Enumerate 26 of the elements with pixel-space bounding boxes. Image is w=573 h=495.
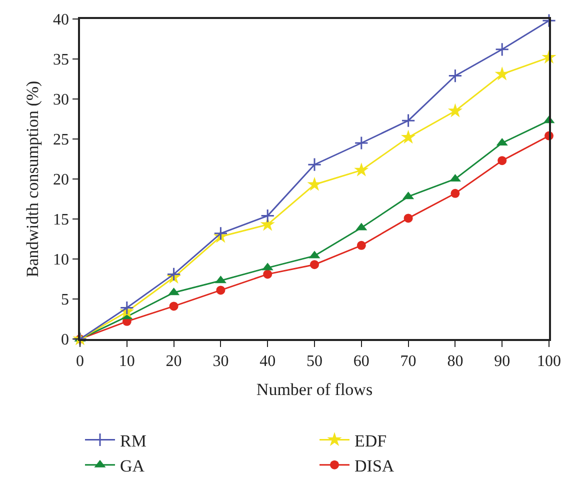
y-tick-label: 40 (53, 12, 70, 29)
y-tick-label: 35 (53, 52, 70, 69)
y-tick-label: 10 (53, 252, 70, 269)
x-tick-label: 80 (447, 352, 464, 370)
y-tick-label: 20 (53, 172, 70, 189)
y-tick-label: 25 (53, 132, 70, 149)
legend-label: DISA (354, 456, 395, 476)
legend-label: RM (120, 431, 146, 450)
y-axis-title: Bandwidth consumption (%) (23, 80, 42, 278)
x-tick-label: 40 (260, 352, 276, 370)
legend-label: GA (120, 456, 146, 476)
x-tick-label: 60 (353, 352, 370, 370)
y-tick-label: 0 (61, 332, 70, 349)
y-tick-label: 15 (53, 212, 70, 229)
x-tick-label: 20 (166, 352, 182, 370)
x-tick-label: 100 (537, 352, 561, 370)
x-tick-label: 90 (494, 352, 510, 370)
x-tick-label: 30 (212, 352, 229, 370)
y-tick-label: 30 (53, 92, 70, 109)
y-tick-label: 5 (61, 292, 70, 309)
legend-label: EDF (354, 431, 387, 450)
x-tick-label: 70 (400, 352, 416, 370)
x-tick-label: 0 (76, 352, 84, 370)
x-axis-title: Number of flows (256, 380, 373, 399)
x-tick-label: 50 (306, 352, 322, 370)
x-tick-label: 10 (118, 352, 135, 370)
